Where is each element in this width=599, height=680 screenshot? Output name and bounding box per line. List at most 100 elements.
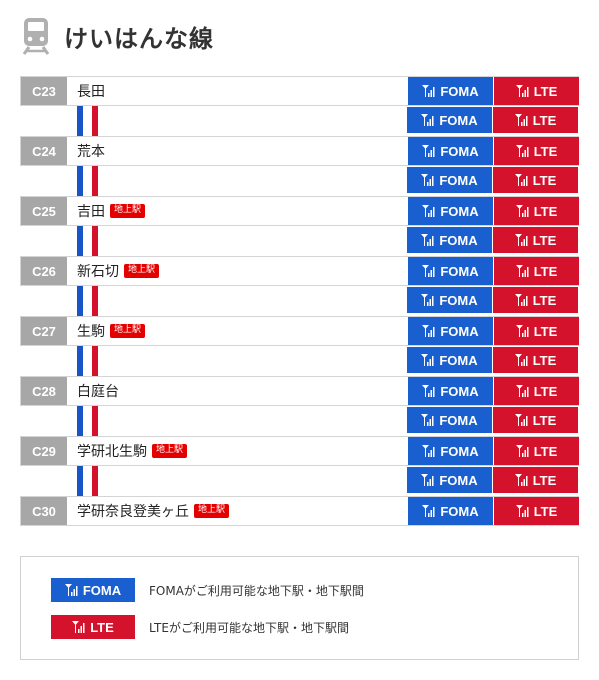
line-stripe-blue — [77, 346, 83, 376]
line-stripe-red — [92, 226, 98, 256]
lte-badge: LTE — [494, 257, 579, 285]
signal-antenna-icon — [422, 85, 435, 97]
signal-antenna-icon — [64, 584, 78, 596]
foma-badge: FOMA — [408, 137, 493, 165]
signal-antenna-icon — [515, 385, 529, 397]
signal-antenna-icon — [514, 354, 528, 366]
station-row: C25 吉田 地上駅 FOMA LTE — [20, 196, 579, 226]
train-icon — [22, 18, 50, 55]
line-stripe-blue — [77, 106, 83, 136]
foma-badge: FOMA — [408, 197, 493, 225]
station-row: C26 新石切 地上駅 FOMA LTE — [20, 256, 579, 286]
station-name-group: 白庭台 — [77, 377, 119, 405]
signal-antenna-icon — [515, 445, 529, 457]
legend-foma-badge: FOMA — [51, 578, 135, 602]
lte-badge: LTE — [494, 377, 579, 405]
signal-antenna-icon — [421, 294, 434, 306]
station-name-group: 荒本 — [77, 137, 105, 165]
signal-antenna-icon — [422, 265, 435, 277]
station-code: C23 — [21, 77, 67, 105]
lte-badge: LTE — [493, 407, 578, 433]
line-stripe-red — [92, 106, 98, 136]
station-row: C28 白庭台 FOMA LTE — [20, 376, 579, 406]
foma-badge: FOMA — [407, 107, 492, 133]
foma-badge: FOMA — [407, 467, 492, 493]
station-name-group: 学研北生駒 地上駅 — [77, 437, 188, 465]
signal-antenna-icon — [422, 505, 435, 517]
foma-badge: FOMA — [407, 347, 492, 373]
signal-antenna-icon — [421, 354, 434, 366]
station-code: C29 — [21, 437, 67, 465]
signal-antenna-icon — [514, 414, 528, 426]
line-stripe-blue — [77, 286, 83, 316]
foma-badge: FOMA — [407, 287, 492, 313]
station-name-group: 学研奈良登美ヶ丘 地上駅 — [77, 497, 230, 525]
line-stripe-red — [92, 166, 98, 196]
station-row: C29 学研北生駒 地上駅 FOMA LTE — [20, 436, 579, 466]
lte-badge: LTE — [493, 347, 578, 373]
ground-station-tag: 地上駅 — [110, 324, 146, 338]
legend: FOMA FOMAがご利用可能な地下駅・地下駅間 LTE LTEがご利用可能な地… — [20, 556, 579, 660]
page-header: けいはんな線 — [20, 14, 214, 58]
signal-antenna-icon — [515, 505, 529, 517]
ground-station-tag: 地上駅 — [194, 504, 230, 518]
signal-antenna-icon — [422, 325, 435, 337]
station-name: 吉田 — [77, 204, 105, 220]
line-stripe-blue — [77, 466, 83, 496]
signal-antenna-icon — [421, 234, 434, 246]
station-code: C28 — [21, 377, 67, 405]
legend-item-foma: FOMA FOMAがご利用可能な地下駅・地下駅間 — [51, 578, 364, 602]
foma-badge: FOMA — [408, 497, 493, 525]
station-name: 荒本 — [77, 144, 105, 160]
station-code: C26 — [21, 257, 67, 285]
signal-antenna-icon — [421, 474, 434, 486]
signal-antenna-icon — [422, 205, 435, 217]
ground-station-tag: 地上駅 — [110, 204, 146, 218]
signal-antenna-icon — [422, 445, 435, 457]
station-list: C23 長田 FOMA LTE FOMA LTE C24 荒本 FOMA LTE FOMA LTE C2… — [20, 76, 579, 526]
legend-lte-badge: LTE — [51, 615, 135, 639]
signal-antenna-icon — [514, 174, 528, 186]
foma-badge: FOMA — [408, 377, 493, 405]
between-stations-row: FOMA LTE — [20, 106, 579, 136]
foma-badge: FOMA — [407, 407, 492, 433]
foma-badge: FOMA — [407, 167, 492, 193]
line-stripe-red — [92, 286, 98, 316]
lte-badge: LTE — [494, 137, 579, 165]
station-row: C30 学研奈良登美ヶ丘 地上駅 FOMA LTE — [20, 496, 579, 526]
station-name: 新石切 — [77, 264, 119, 280]
station-name: 生駒 — [77, 324, 105, 340]
signal-antenna-icon — [514, 474, 528, 486]
line-stripe-blue — [77, 226, 83, 256]
signal-antenna-icon — [514, 294, 528, 306]
line-stripe-red — [92, 406, 98, 436]
line-stripe-blue — [77, 166, 83, 196]
lte-badge: LTE — [494, 437, 579, 465]
signal-antenna-icon — [515, 85, 529, 97]
lte-badge: LTE — [493, 167, 578, 193]
station-name: 学研北生駒 — [77, 444, 147, 460]
signal-antenna-icon — [514, 234, 528, 246]
station-code: C30 — [21, 497, 67, 525]
station-code: C24 — [21, 137, 67, 165]
foma-badge: FOMA — [408, 437, 493, 465]
lte-badge: LTE — [493, 227, 578, 253]
foma-badge: FOMA — [408, 257, 493, 285]
station-row: C27 生駒 地上駅 FOMA LTE — [20, 316, 579, 346]
station-row: C24 荒本 FOMA LTE — [20, 136, 579, 166]
between-stations-row: FOMA LTE — [20, 406, 579, 436]
station-code: C25 — [21, 197, 67, 225]
signal-antenna-icon — [421, 174, 434, 186]
lte-badge: LTE — [493, 287, 578, 313]
signal-antenna-icon — [422, 385, 435, 397]
foma-badge: FOMA — [408, 317, 493, 345]
ground-station-tag: 地上駅 — [152, 444, 188, 458]
lte-badge: LTE — [493, 107, 578, 133]
signal-antenna-icon — [422, 145, 435, 157]
legend-item-lte: LTE LTEがご利用可能な地下駅・地下駅間 — [51, 615, 349, 639]
signal-antenna-icon — [515, 205, 529, 217]
station-row: C23 長田 FOMA LTE — [20, 76, 579, 106]
foma-badge: FOMA — [408, 77, 493, 105]
lte-badge: LTE — [494, 197, 579, 225]
station-name: 白庭台 — [77, 384, 119, 400]
